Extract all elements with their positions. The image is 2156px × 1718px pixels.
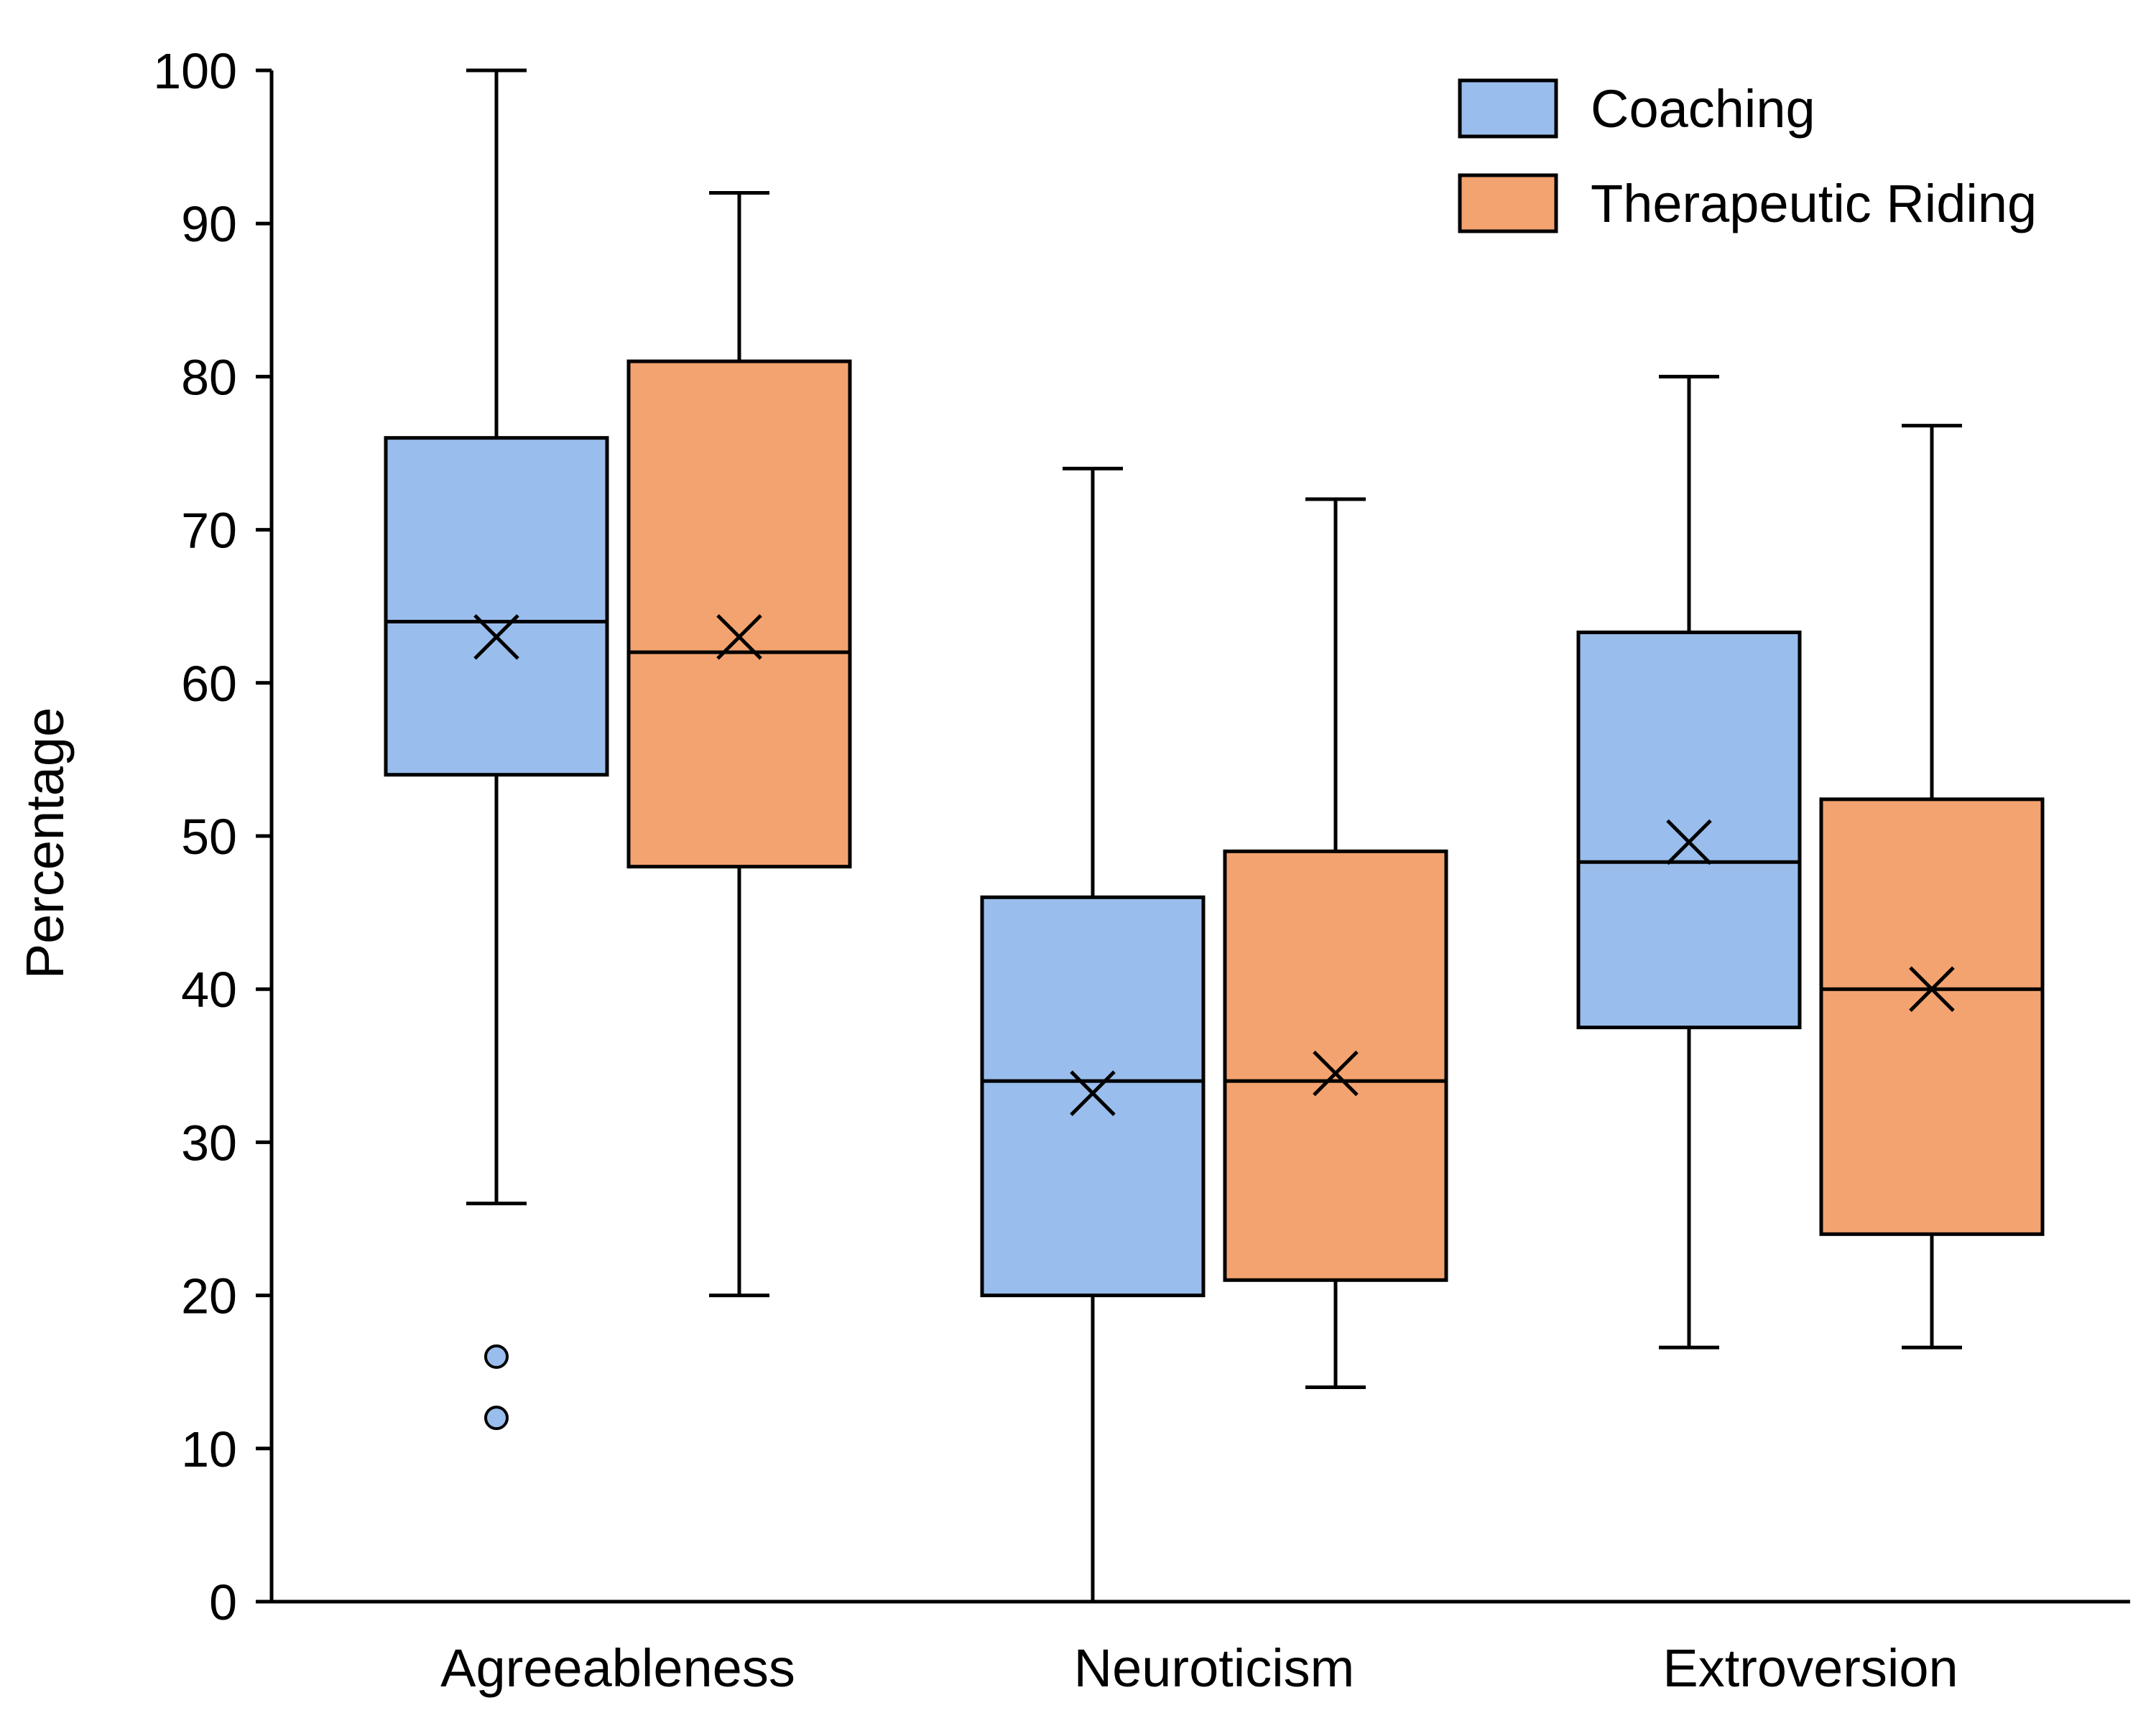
x-tick-label-agreeableness: Agreeableness [440,1638,795,1698]
y-tick-label-100: 100 [153,43,237,99]
iqr-box [1819,797,2045,1236]
iqr-box [626,359,852,869]
mean-marker [1313,1050,1359,1097]
legend-swatch-therapeutic-riding [1458,173,1558,233]
mean-marker [473,614,519,660]
box-coaching-agreeableness [384,68,609,1431]
outlier-point [484,1344,509,1369]
x-tick-label-extroversion: Extroversion [1662,1638,1958,1698]
mean-marker [1070,1070,1116,1116]
outlier-point [484,1406,509,1431]
legend-label-coaching: Coaching [1591,79,1815,139]
y-tick-label-50: 50 [181,809,237,865]
box-coaching-neuroticism [980,466,1206,1602]
y-axis-title: Percentage [15,707,75,980]
box-therapeutic-riding-neuroticism [1223,497,1448,1390]
y-tick-label-20: 20 [181,1268,237,1324]
legend: Coaching Therapeutic Riding [1458,78,2037,233]
iqr-box [980,895,1206,1298]
iqr-box [384,436,609,777]
legend-swatch-coaching [1458,78,1558,139]
y-tick-label-60: 60 [181,656,237,712]
mean-marker [1666,819,1712,865]
y-tick-label-30: 30 [181,1115,237,1171]
x-tick-label-neuroticism: Neuroticism [1074,1638,1355,1698]
box-therapeutic-riding-extroversion [1819,424,2045,1350]
y-tick-label-80: 80 [181,349,237,405]
iqr-box [1576,630,1802,1029]
mean-marker [716,614,762,660]
boxes-layer [384,68,2045,1602]
y-tick-label-90: 90 [181,196,237,252]
y-tick-label-70: 70 [181,503,237,559]
mean-marker [1909,966,1955,1012]
axes: 0 10 20 30 40 50 60 70 80 90 100 Agreeableness Neuro… [153,43,2130,1698]
y-tick-label-40: 40 [181,962,237,1018]
iqr-box [1223,849,1448,1282]
box-therapeutic-riding-agreeableness [626,191,852,1298]
y-tick-label-10: 10 [181,1421,237,1477]
box-coaching-extroversion [1576,374,1802,1350]
legend-label-therapeutic-riding: Therapeutic Riding [1591,174,2037,233]
y-tick-label-0: 0 [209,1574,237,1630]
